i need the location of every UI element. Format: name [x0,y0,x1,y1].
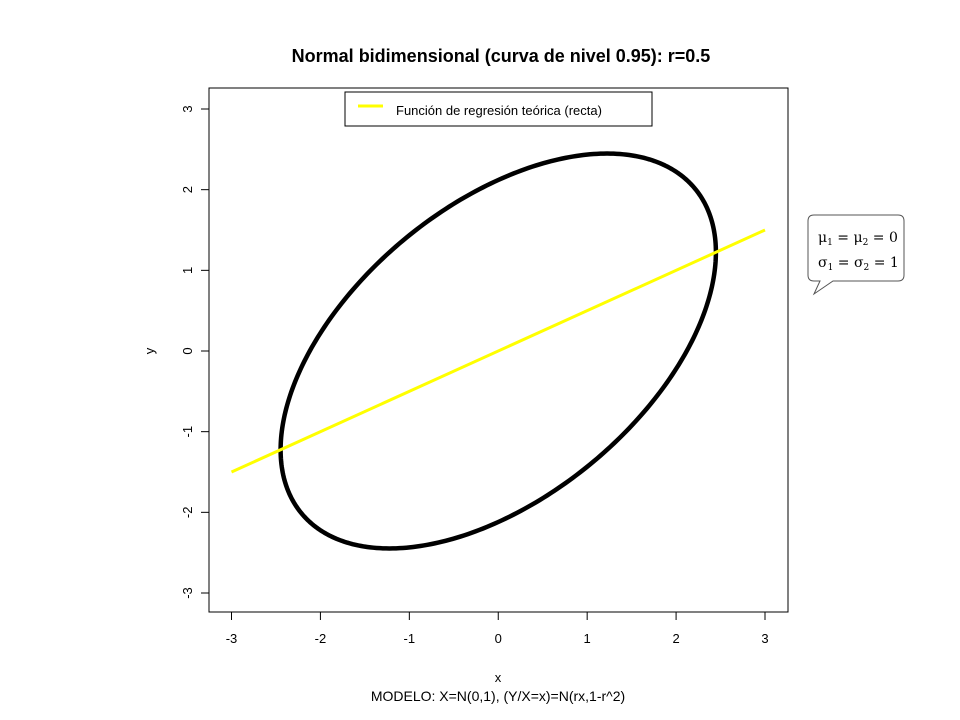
y-tick-label: 1 [180,267,195,274]
contour-ellipse [278,151,719,551]
x-tick-label: -1 [404,631,416,646]
x-axis-label: x [495,670,502,685]
y-axis: -3 -2 -1 0 1 2 3 [180,105,210,599]
callout-sigma-line: σ1 = σ2 = 1 [818,255,899,273]
x-axis: -3 -2 -1 0 1 2 3 [226,611,769,646]
x-tick-label: -2 [315,631,327,646]
y-axis-label: y [142,347,157,354]
chart-title: Normal bidimensional (curva de nivel 0.9… [292,46,711,66]
series-layer [230,151,766,551]
legend: Función de regresión teórica (recta) [344,91,653,127]
callout-bubble [807,214,905,296]
x-tick-label: 0 [495,631,502,646]
y-tick-label: -3 [180,587,195,599]
x-tick-label: 3 [761,631,768,646]
legend-label-regression: Función de regresión teórica (recta) [396,103,602,118]
x-tick-label: -3 [226,631,238,646]
x-tick-label: 1 [584,631,591,646]
y-tick-label: 0 [180,347,195,354]
callout-mu-line: μ1 = μ2 = 0 [818,230,898,248]
y-tick-label: -1 [180,426,195,438]
y-tick-label: 3 [180,105,195,112]
y-tick-label: 2 [180,186,195,193]
legend-box [344,91,653,127]
model-footer: MODELO: X=N(0,1), (Y/X=x)=N(rx,1-r^2) [371,688,625,704]
regression-line [230,228,766,474]
x-tick-label: 2 [672,631,679,646]
params-callout: μ1 = μ2 = 0 σ1 = σ2 = 1 [807,214,905,296]
y-tick-label: -2 [180,507,195,519]
